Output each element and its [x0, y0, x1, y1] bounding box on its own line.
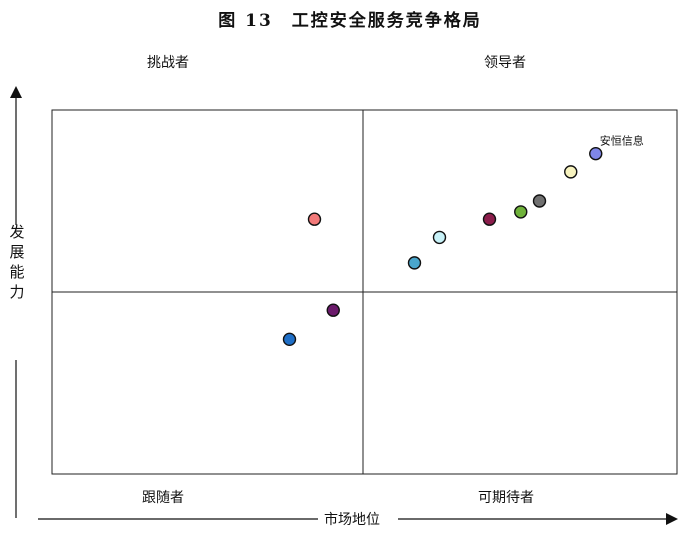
quadrant-label-promising: 可期待者 — [478, 490, 534, 506]
data-point-3 — [532, 194, 547, 208]
quadrant-label-challengers: 挑战者 — [147, 55, 189, 71]
data-point-label-1: 安恒信息 — [600, 134, 644, 148]
data-point-8 — [307, 212, 322, 226]
data-point-1 — [589, 146, 603, 161]
quadrant-label-followers: 跟随者 — [142, 490, 184, 506]
data-point-2 — [564, 165, 578, 179]
quadrant-label-leaders: 领导者 — [484, 55, 526, 71]
data-point-7 — [407, 256, 422, 270]
data-point-4 — [514, 205, 528, 219]
data-point-10 — [282, 332, 297, 347]
chart-title: 图 13 工控安全服务竞争格局 — [218, 11, 482, 31]
data-point-9 — [326, 303, 340, 317]
x-axis-label: 市场地位 — [320, 509, 384, 529]
y-axis-label: 发展能力 — [9, 223, 25, 301]
data-point-5 — [482, 212, 497, 226]
data-point-6 — [432, 230, 447, 245]
